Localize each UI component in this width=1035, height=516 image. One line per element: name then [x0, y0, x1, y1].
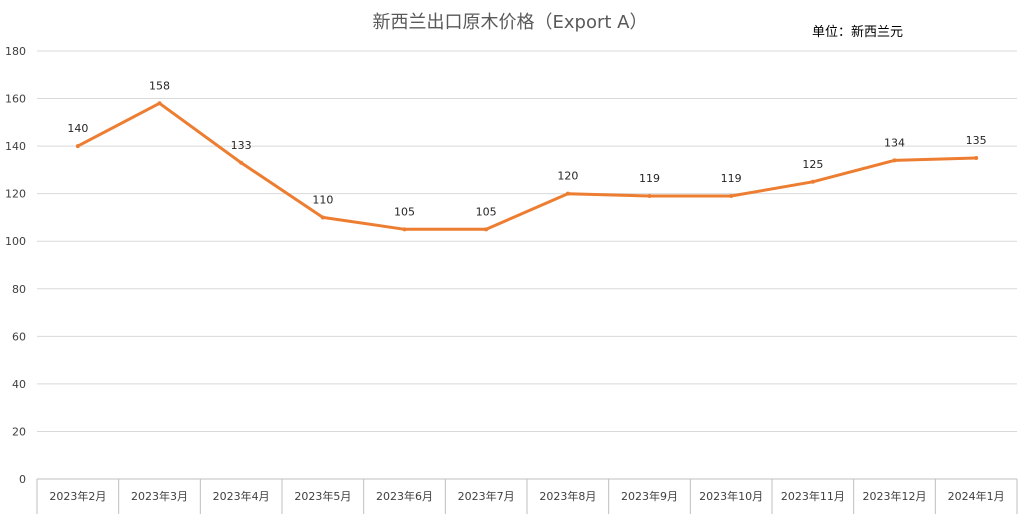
data-point	[75, 144, 80, 149]
y-tick-label: 140	[5, 140, 26, 153]
data-label: 120	[557, 170, 578, 183]
x-tick-label: 2023年6月	[376, 489, 433, 503]
x-tick-label: 2023年4月	[213, 489, 270, 503]
series-layer	[75, 101, 979, 232]
data-labels: 140 158 133 110 105 105 120 119 119 125 134 135	[67, 79, 986, 218]
y-tick-label: 20	[12, 425, 26, 438]
data-label: 134	[884, 136, 905, 149]
y-tick-label: 180	[5, 45, 26, 58]
x-tick-label: 2023年12月	[863, 489, 927, 503]
data-label: 133	[231, 139, 252, 152]
data-label: 140	[67, 122, 88, 135]
data-label: 125	[802, 158, 823, 171]
data-point	[239, 160, 244, 165]
data-point	[892, 158, 897, 163]
unit-note: 单位：新西兰元	[812, 24, 903, 40]
x-tick-label: 2023年9月	[621, 489, 678, 503]
x-axis: 2023年2月 2023年3月 2023年4月 2023年5月 2023年6月 2023年…	[36, 478, 1018, 514]
chart-title: 新西兰出口原木价格（Export A）	[373, 12, 648, 33]
data-point	[320, 215, 325, 220]
y-axis-ticks: 0 20 40 60 80 100 120 140 160 180	[5, 45, 26, 486]
y-tick-label: 120	[5, 188, 26, 201]
series-line	[76, 101, 978, 231]
y-tick-label: 0	[19, 473, 26, 486]
data-point	[974, 156, 979, 160]
data-point	[157, 101, 162, 106]
data-label: 110	[312, 193, 333, 206]
x-tick-label: 2023年2月	[49, 489, 106, 503]
data-label: 158	[149, 79, 170, 92]
x-tick-label: 2023年11月	[781, 489, 845, 503]
x-tick-label: 2023年10月	[699, 489, 763, 503]
data-label: 119	[639, 172, 660, 185]
data-point	[565, 191, 570, 196]
y-tick-label: 160	[5, 93, 26, 106]
data-point	[729, 194, 734, 199]
data-label: 135	[966, 134, 987, 147]
data-label: 105	[476, 205, 497, 218]
data-label: 119	[721, 172, 742, 185]
data-label: 105	[394, 205, 415, 218]
data-point	[810, 179, 815, 184]
y-tick-label: 80	[12, 283, 26, 296]
data-point	[647, 194, 652, 199]
gridlines	[37, 50, 1017, 432]
y-tick-label: 40	[12, 378, 26, 391]
y-tick-label: 100	[5, 235, 26, 248]
x-tick-label: 2023年8月	[539, 489, 596, 503]
x-tick-label: 2023年5月	[294, 489, 351, 503]
x-tick-label: 2023年3月	[131, 489, 188, 503]
x-tick-label: 2023年7月	[458, 489, 515, 503]
data-point	[484, 227, 489, 232]
data-point	[402, 227, 407, 232]
y-tick-label: 60	[12, 330, 26, 343]
x-tick-label: 2024年1月	[948, 489, 1005, 503]
